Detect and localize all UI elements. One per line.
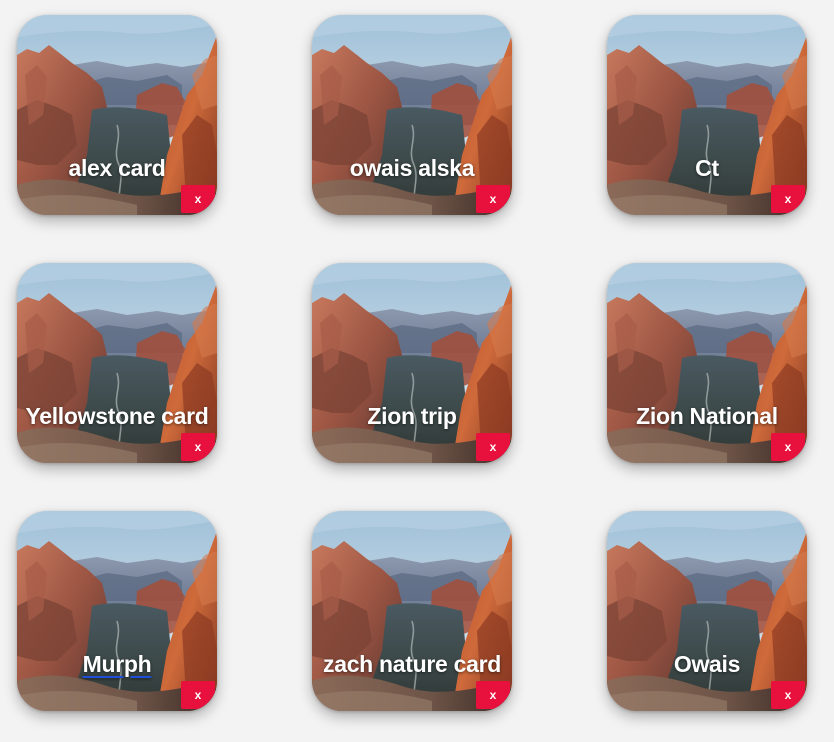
card-alex-card[interactable]: alex card x [17, 15, 217, 215]
card-title: owais alska [349, 155, 475, 181]
card-title: zach nature card [323, 651, 501, 677]
card-owais[interactable]: Owais x [607, 511, 807, 711]
delete-card-button[interactable]: x [771, 681, 805, 709]
delete-card-button[interactable]: x [181, 433, 215, 461]
delete-card-button[interactable]: x [771, 185, 805, 213]
card-murph[interactable]: Murph x [17, 511, 217, 711]
card-zion-trip[interactable]: Zion trip x [312, 263, 512, 463]
delete-card-button[interactable]: x [181, 185, 215, 213]
delete-card-button[interactable]: x [476, 681, 510, 709]
card-yellowstone-card[interactable]: Yellowstone card x [17, 263, 217, 463]
delete-card-button[interactable]: x [476, 433, 510, 461]
card-ct[interactable]: Ct x [607, 15, 807, 215]
card-title[interactable]: Murph [82, 651, 152, 677]
card-zach-nature-card[interactable]: zach nature card x [312, 511, 512, 711]
card-grid: alex card x owais alska x Ct x Yellowsto… [17, 15, 807, 711]
card-title: Ct [695, 155, 719, 181]
card-title: Zion trip [367, 403, 457, 429]
card-title: Owais [673, 651, 741, 677]
delete-card-button[interactable]: x [771, 433, 805, 461]
card-title: Zion National [636, 403, 778, 429]
card-owais-alska[interactable]: owais alska x [312, 15, 512, 215]
card-title: Yellowstone card [25, 403, 209, 429]
card-zion-national[interactable]: Zion National x [607, 263, 807, 463]
delete-card-button[interactable]: x [476, 185, 510, 213]
card-title: alex card [68, 155, 166, 181]
delete-card-button[interactable]: x [181, 681, 215, 709]
